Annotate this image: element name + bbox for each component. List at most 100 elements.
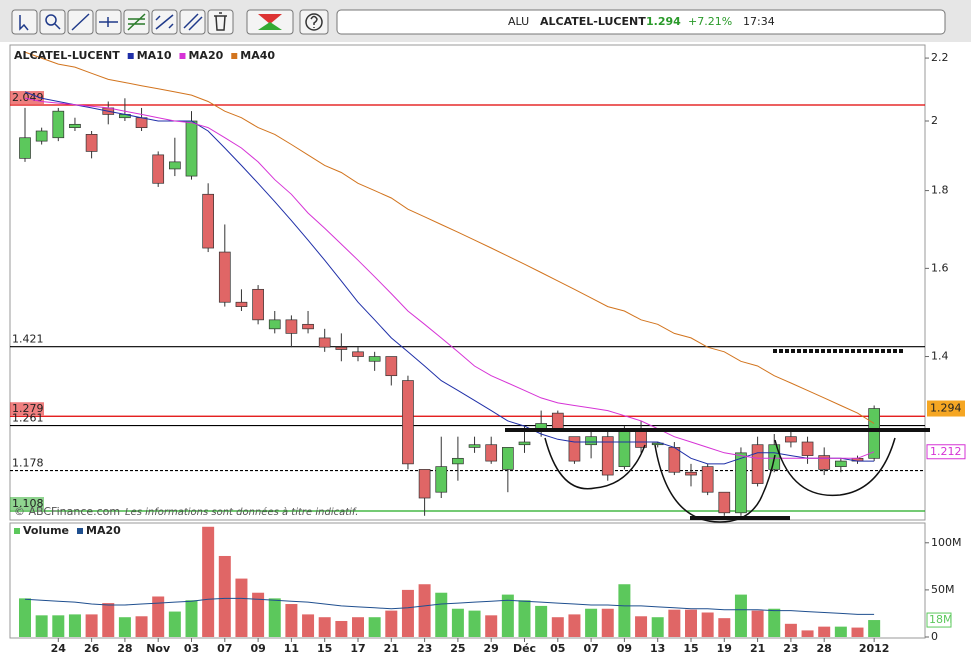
y-tick-label: 50M [931,583,955,596]
volume-bar [618,584,631,637]
volume-bar [868,620,881,637]
help-icon [310,15,318,28]
x-tick-label: 29 [484,642,499,655]
volume-bar [668,609,681,637]
legend-swatch [14,528,20,534]
volume-bar [501,594,514,637]
color-icon [258,14,282,24]
volume-bar [601,608,614,637]
candle-body [751,444,764,484]
x-tick-label: 03 [184,642,199,655]
info: ALU ALCATEL-LUCENT 1.294 +7.21% 17:34 [508,15,775,28]
pointer-button[interactable] [11,9,38,35]
ma-line [24,91,875,465]
x-tick-label: 26 [84,642,100,655]
legend-swatch [77,528,83,534]
candle-body [152,154,165,184]
candle-body [202,193,214,249]
candle-body [435,466,448,493]
candle-body [402,380,414,465]
candle-body [302,323,314,330]
volume-ma-line [24,597,875,615]
ma-line [24,97,875,459]
volume-bar [435,592,448,637]
candle-body [818,455,831,470]
volume-bar [168,611,181,637]
toolbar-buttons [11,9,946,35]
candle-body [718,491,731,514]
volume-bar [252,592,265,637]
channel-button[interactable] [179,9,206,35]
candle-body [868,408,881,459]
x-tick-label: 21 [384,642,399,655]
volume-bar [235,578,248,637]
x-tick-label: 05 [550,642,565,655]
candle-body [452,457,464,465]
x-tick-label: 07 [217,642,232,655]
candle-body [268,319,281,330]
volume-bar [568,614,581,637]
volume-bar [468,610,481,637]
volume-bar [35,615,48,637]
volume-bar [202,526,215,637]
y-tick-label: 2.2 [931,51,949,64]
volume-bar [135,616,148,637]
level-label: 1.178 [12,457,44,470]
candle-body [318,337,331,348]
candle-body [685,471,697,476]
candle-body [385,356,398,377]
color-icon [258,22,282,30]
candle-body [52,110,65,139]
volume-bar [801,630,814,637]
x-tick-label: 28 [117,642,132,655]
volume-bar [385,610,398,637]
zoom-button[interactable] [39,9,66,35]
help-icon [305,13,323,31]
volume-bar [185,600,198,637]
x-tick-label: 23 [783,642,798,655]
pointer-icon [19,15,29,31]
volume-bar [401,589,414,637]
x-tick-label: 09 [617,642,632,655]
legend-label: MA20 [188,49,223,62]
x-tick-label: 23 [417,642,432,655]
candle-body [468,444,481,448]
channel-icon [183,13,203,31]
candle-body [518,441,531,446]
level-box [10,402,44,416]
shoulder-curve [544,437,646,490]
legend-label: MA20 [86,524,121,537]
name: ALCATEL-LUCENT [540,15,646,28]
plot: 1.41.61.822.22.0491.4211.2791.2611.1781.… [10,49,966,655]
x-tick-label: 21 [750,642,765,655]
volume-bar [518,600,531,637]
legend-swatch [127,53,134,59]
volume-bar [851,627,864,637]
level-label: 1.261 [12,412,44,425]
help-button[interactable] [299,9,329,35]
x-tick-label: 2012 [859,642,890,655]
candle-body [368,356,381,362]
candle-body [668,447,681,473]
volume-bar [768,608,781,637]
volume-bar [551,617,564,637]
volume-bar [85,614,98,637]
price-panel [9,44,926,521]
volume-bar [68,614,81,637]
last-price-box [927,400,965,417]
annotations [505,349,930,523]
zoom-icon [45,14,57,26]
x-tick-label: 19 [717,642,732,655]
x-tick-label: 25 [450,642,465,655]
level-label: 1.421 [12,333,44,346]
candle-body [801,441,814,456]
candle-body [185,120,198,177]
volume-bar [19,598,31,637]
level-box [10,496,44,510]
volume-label: 18M [929,613,953,626]
volume-bar [701,612,714,637]
last-price: 1.294 [646,15,681,28]
legend-swatch [231,53,238,59]
y-tick-label: 1.6 [931,261,949,274]
candle-body [485,444,498,462]
